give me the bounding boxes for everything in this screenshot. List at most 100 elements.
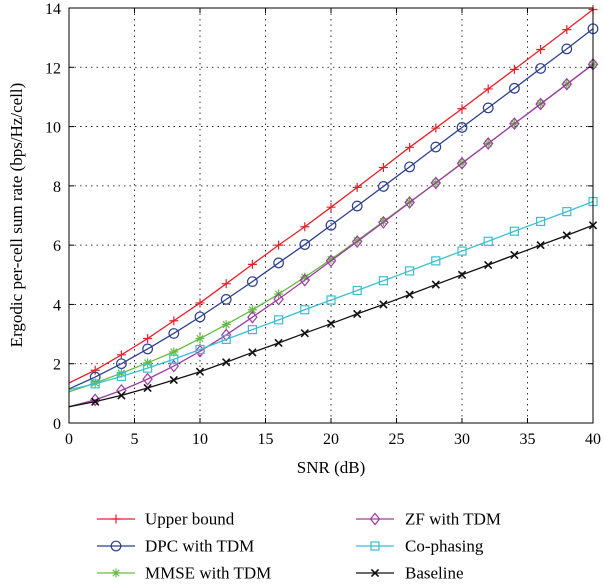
data-point (168, 328, 180, 339)
data-point (510, 250, 519, 260)
data-point (561, 43, 573, 55)
data-point (430, 141, 442, 153)
legend-label: ZF with TDM (405, 510, 501, 529)
data-point (274, 240, 284, 250)
data-point (535, 97, 546, 111)
y-tick-label: 12 (45, 60, 61, 77)
data-point (195, 334, 205, 344)
series-zf-with-tdm (68, 57, 599, 408)
data-point (456, 122, 468, 133)
legend-item-co-phasing: Co-phasing (356, 537, 484, 556)
data-point (169, 375, 178, 385)
data-point (404, 161, 416, 173)
data-point (222, 358, 231, 367)
data-point (273, 257, 285, 269)
data-point (90, 379, 100, 389)
data-point (562, 25, 572, 35)
data-point (378, 215, 389, 229)
legend-item-baseline: Baseline (356, 564, 464, 583)
legend-label: Co-phasing (405, 537, 484, 556)
data-point (351, 235, 363, 249)
data-point (509, 117, 520, 131)
data-point (195, 344, 205, 355)
data-point (300, 329, 309, 338)
x-tick-label: 20 (323, 431, 339, 448)
data-point (482, 102, 494, 114)
data-point (378, 181, 389, 192)
legend-label: DPC with TDM (145, 537, 254, 556)
data-point (274, 338, 283, 348)
legend-label: Upper bound (145, 510, 235, 529)
data-point (90, 378, 100, 388)
data-point (484, 260, 493, 270)
data-point (326, 254, 336, 264)
data-point (221, 320, 231, 330)
ticks: 0 5 10 15 20 25 30 35 40 0 2 4 6 8 10 12 14 (45, 1, 601, 448)
data-point (483, 84, 493, 94)
data-point (535, 63, 546, 74)
x-axis-label: SNR (dB) (297, 458, 365, 477)
data-point (248, 348, 257, 357)
data-point (431, 280, 440, 289)
data-point (195, 367, 205, 376)
series-upper-bound (68, 4, 598, 384)
data-point (457, 270, 467, 279)
data-point (247, 310, 258, 324)
data-point (116, 368, 126, 378)
series-line-zf-with-tdm (68, 63, 594, 408)
data-point (509, 64, 519, 74)
data-point (351, 200, 363, 212)
legend-item-zf-with-tdm: ZF with TDM (356, 510, 501, 529)
data-point (457, 246, 467, 256)
legend-item-upper-bound: Upper bound (97, 510, 235, 529)
data-point (142, 372, 153, 386)
y-tick-label: 14 (45, 1, 61, 18)
legend-marker (111, 514, 121, 524)
x-tick-label: 30 (454, 431, 470, 448)
data-point (116, 350, 126, 360)
data-point (194, 344, 206, 358)
data-point (509, 82, 520, 94)
data-point (247, 259, 257, 269)
data-point (91, 397, 100, 406)
data-point (562, 207, 572, 217)
series-mmse-with-tdm (68, 59, 598, 393)
data-point (143, 358, 153, 368)
data-point (273, 292, 284, 306)
data-point (326, 295, 336, 305)
series-layer (68, 4, 599, 408)
data-point (117, 391, 126, 400)
data-point (195, 298, 205, 308)
data-point (221, 334, 231, 345)
data-point (169, 347, 179, 357)
data-point (168, 359, 180, 373)
y-tick-label: 0 (53, 416, 61, 433)
data-point (405, 290, 414, 299)
data-point (143, 383, 152, 393)
data-point (325, 219, 337, 231)
data-point (405, 266, 415, 276)
data-point (536, 240, 545, 250)
x-tick-label: 25 (389, 431, 405, 448)
series-line-dpc-with-tdm (68, 28, 594, 390)
data-point (169, 354, 179, 364)
series-dpc-with-tdm (68, 23, 599, 390)
data-point (456, 156, 468, 170)
data-point (299, 239, 311, 250)
data-point (142, 343, 154, 355)
y-tick-label: 2 (53, 357, 61, 374)
data-point (143, 334, 153, 344)
legend-item-mmse-with-tdm: MMSE with TDM (97, 564, 271, 583)
data-point (300, 272, 310, 282)
data-point (325, 254, 337, 268)
data-point (379, 300, 388, 309)
data-point (431, 123, 441, 133)
legend: Upper bound DPC with TDM MMSE with TDM ZF w… (97, 510, 501, 583)
y-tick-label: 10 (45, 120, 61, 137)
x-tick-label: 10 (192, 431, 208, 448)
data-point (143, 363, 153, 373)
legend-label: Baseline (405, 564, 464, 583)
data-point (535, 216, 546, 227)
x-tick-label: 0 (65, 431, 73, 448)
